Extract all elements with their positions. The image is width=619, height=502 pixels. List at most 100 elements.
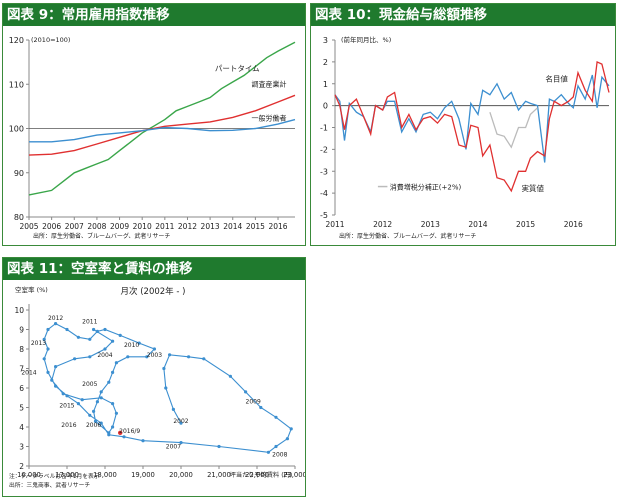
unit-note: (2010=100) xyxy=(31,36,70,44)
x-tick-label: 2012 xyxy=(178,222,197,231)
data-point xyxy=(99,421,103,425)
y-tick-label: 90 xyxy=(14,169,24,178)
series-line xyxy=(334,60,610,193)
x-tick-label: 2007 xyxy=(65,222,84,231)
data-point xyxy=(76,402,80,406)
data-point xyxy=(111,370,115,374)
data-point xyxy=(42,357,46,361)
data-point xyxy=(289,427,293,431)
data-point xyxy=(285,437,289,441)
y-tick-label: 110 xyxy=(9,80,24,89)
data-point xyxy=(217,444,221,449)
x-tick-label: 2008 xyxy=(87,222,106,231)
point-label: 2004 xyxy=(97,352,112,359)
data-point xyxy=(107,431,111,435)
y-tick-label: 8 xyxy=(19,345,24,354)
y-tick-label: -4 xyxy=(320,189,328,198)
point-label: 2002 xyxy=(173,418,188,425)
data-point xyxy=(152,347,156,351)
x-tick-label: 2006 xyxy=(42,222,61,231)
legend-label: 消費増税分補正(+2%) xyxy=(390,183,462,192)
series-line xyxy=(28,41,296,196)
series-line xyxy=(28,94,296,156)
x-tick-label: 2013 xyxy=(201,222,220,231)
y-tick-label: 3 xyxy=(19,443,24,452)
data-point xyxy=(274,444,278,449)
data-point xyxy=(99,396,103,400)
x-tick-label: 20,000 xyxy=(169,471,193,479)
point-label: 2011 xyxy=(82,319,97,326)
latest-point xyxy=(118,430,123,436)
y-tick-label: 7 xyxy=(19,365,24,374)
y-tick-label: 0 xyxy=(323,102,328,111)
panel-vacancy-rent: 図表 11：空室率と賃料の推移 2 3 4 5 6 7 8 9 10 16,000 17,000 18… xyxy=(2,257,306,497)
y-tick-label: -2 xyxy=(320,145,328,154)
point-label: 2013 xyxy=(31,340,46,347)
y-tick-label: -5 xyxy=(320,211,328,220)
data-point xyxy=(73,357,77,361)
x-tick-label: 16,000 xyxy=(17,471,41,479)
legend-label: 一般労働者 xyxy=(251,114,286,123)
data-point xyxy=(80,398,84,402)
x-tick-label: 2014 xyxy=(223,222,242,231)
data-point xyxy=(46,347,50,351)
legend-label: 名目値 xyxy=(545,74,568,84)
data-point xyxy=(88,355,92,359)
data-point xyxy=(164,386,168,390)
point-label: 2016/9 xyxy=(119,428,140,435)
x-tick-label: 2011 xyxy=(325,220,344,229)
x-tick-label: 22,000 xyxy=(245,471,269,479)
data-point xyxy=(202,357,206,361)
x-tick-label: 17,000 xyxy=(55,471,79,479)
legend-label: 実質値 xyxy=(522,183,545,193)
unit-note: (前年同月比、%) xyxy=(341,35,391,44)
point-label: 2006 xyxy=(86,422,101,429)
data-point xyxy=(95,400,99,404)
data-point xyxy=(88,337,92,341)
y-tick-label: 120 xyxy=(9,36,24,45)
source-note: 出所：厚生労働省、ブルームバーグ、武者リサーチ xyxy=(33,232,170,240)
panel-employment-index: 図表 9：常用雇用指数推移 80 90 100 110 120 2005 2006 2007 2… xyxy=(2,3,306,246)
point-label: 2014 xyxy=(21,369,36,376)
point-label: 2007 xyxy=(166,443,181,450)
data-point xyxy=(111,425,115,429)
series-line xyxy=(29,118,296,143)
x-tick-label: 2010 xyxy=(133,222,152,231)
data-point xyxy=(46,370,50,374)
x-tick-label: 2016 xyxy=(564,220,583,229)
data-point xyxy=(54,322,58,326)
chart-title: 月次 (2002年 - ) xyxy=(121,286,186,297)
data-point xyxy=(168,353,172,357)
y-tick-label: 2 xyxy=(323,58,328,67)
source-note: 注：データラベルは各年1月を表示 xyxy=(9,472,100,480)
data-point xyxy=(259,405,263,410)
y-tick-label: 80 xyxy=(14,213,24,222)
series-line xyxy=(489,107,538,149)
point-label: 2010 xyxy=(124,342,139,349)
x-axis-label: 坪当たり平均賃料 (円) xyxy=(230,471,292,479)
y-tick-label: 9 xyxy=(19,326,24,335)
data-point xyxy=(92,409,96,413)
legend-label: パートタイム xyxy=(215,64,260,73)
data-point xyxy=(111,339,115,343)
data-point xyxy=(50,378,54,382)
y-tick-label: -1 xyxy=(320,124,328,133)
series-line xyxy=(43,322,292,453)
source-note: 出所：厚生労働省、ブルームバーグ、武者リサーチ xyxy=(339,232,476,240)
data-point xyxy=(88,413,92,417)
data-point xyxy=(92,327,96,332)
data-point xyxy=(103,347,107,351)
panel-title: 図表 10：現金給与総額推移 xyxy=(311,4,615,26)
data-point xyxy=(54,384,58,388)
source-note: 出所：三鬼商事、武者リサーチ xyxy=(9,481,90,489)
data-point xyxy=(99,390,103,394)
data-point xyxy=(141,439,145,443)
y-tick-label: 6 xyxy=(19,384,24,393)
x-tick-label: 21,000 xyxy=(207,471,231,479)
series-line xyxy=(334,74,610,163)
x-tick-label: 2013 xyxy=(421,220,440,229)
chart-vacancy-rent: 2 3 4 5 6 7 8 9 10 16,000 17,000 18,000 19,000 20,000… xyxy=(9,285,305,489)
point-label: 2012 xyxy=(48,315,63,322)
